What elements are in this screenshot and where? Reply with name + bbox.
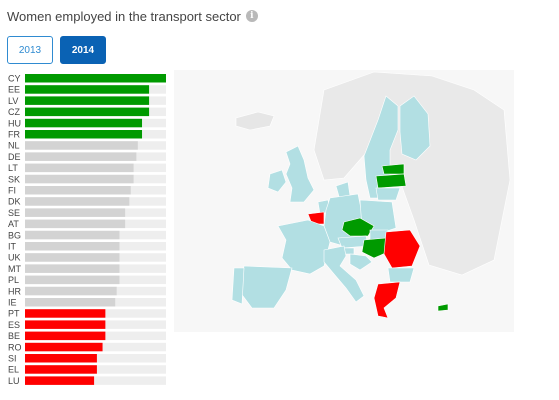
map-region-greece — [373, 281, 401, 319]
bar-label-cy: CY — [8, 74, 21, 84]
bar-label-dk: DK — [8, 197, 21, 207]
bar-at[interactable] — [25, 219, 126, 229]
chart-header: Women employed in the transport sector i — [7, 6, 258, 26]
bar-dk[interactable] — [25, 197, 130, 206]
tab-2014[interactable]: 2014 — [60, 36, 106, 64]
bar-cy[interactable] — [25, 74, 166, 83]
map-region-france — [277, 219, 331, 275]
map-region-croatia — [349, 253, 373, 271]
bar-label-it: IT — [8, 242, 17, 252]
map-region-portugal — [231, 267, 245, 305]
map-region-non-eu-north — [313, 71, 511, 276]
bar-label-nl: NL — [8, 141, 20, 151]
bar-lt[interactable] — [25, 163, 134, 173]
bar-label-ro: RO — [8, 342, 22, 352]
bar-pl[interactable] — [25, 275, 120, 285]
map-region-finland — [399, 95, 431, 161]
bar-label-fr: FR — [8, 130, 20, 140]
bar-hr[interactable] — [25, 286, 117, 296]
bar-se[interactable] — [25, 208, 126, 217]
map-region-ireland — [267, 169, 287, 193]
bar-label-uk: UK — [8, 253, 21, 263]
bar-label-sk: SK — [8, 174, 20, 184]
map-region-czech-republic — [341, 217, 375, 237]
bar-nl[interactable] — [25, 141, 138, 150]
bar-label-lv: LV — [8, 96, 18, 106]
bar-el[interactable] — [25, 365, 97, 374]
bar-label-se: SE — [8, 208, 20, 218]
bar-ie[interactable] — [25, 298, 116, 307]
bar-si[interactable] — [25, 354, 97, 363]
bar-label-si: SI — [8, 354, 17, 364]
bar-sk[interactable] — [25, 174, 134, 184]
map-region-bulgaria — [387, 267, 415, 283]
bar-track-lu — [25, 376, 166, 385]
bar-label-hu: HU — [8, 118, 21, 128]
bar-lv[interactable] — [25, 96, 150, 105]
bar-uk[interactable] — [25, 253, 120, 262]
bar-label-es: ES — [8, 320, 20, 330]
bar-ee[interactable] — [25, 85, 150, 94]
tab-2013[interactable]: 2013 — [7, 36, 53, 64]
bar-label-at: AT — [8, 219, 19, 229]
bar-ro[interactable] — [25, 342, 103, 352]
bar-bg[interactable] — [25, 230, 120, 240]
bar-label-ee: EE — [8, 85, 20, 95]
bar-label-hr: HR — [8, 286, 21, 296]
bar-hu[interactable] — [25, 118, 143, 128]
bar-cz[interactable] — [25, 107, 150, 117]
bar-label-be: BE — [8, 331, 20, 341]
map-region-estonia — [381, 163, 405, 175]
map-region-latvia — [375, 173, 407, 189]
bar-pt[interactable] — [25, 309, 106, 318]
bar-label-el: EL — [8, 365, 19, 375]
bar-label-ie: IE — [8, 298, 17, 308]
bar-label-mt: MT — [8, 264, 21, 274]
bar-label-lu: LU — [8, 376, 20, 386]
bar-it[interactable] — [25, 242, 120, 251]
map-region-iceland — [235, 111, 275, 131]
bar-lu[interactable] — [25, 376, 95, 385]
bar-label-cz: CZ — [8, 107, 20, 117]
bar-fr[interactable] — [25, 130, 143, 139]
chart-title: Women employed in the transport sector — [7, 8, 241, 24]
map-region-uk — [285, 145, 315, 203]
bar-label-lt: LT — [8, 163, 18, 173]
bar-label-pt: PT — [8, 309, 20, 319]
bar-es[interactable] — [25, 320, 106, 329]
map-region-hungary — [361, 237, 389, 259]
map-region-lithuania — [375, 187, 401, 201]
map-region-italy — [323, 245, 365, 303]
bar-de[interactable] — [25, 152, 137, 161]
year-tabs: 2013 2014 — [7, 36, 106, 64]
bar-fi[interactable] — [25, 186, 131, 195]
bar-be[interactable] — [25, 331, 106, 341]
info-icon[interactable]: i — [245, 10, 258, 22]
bar-label-pl: PL — [8, 275, 19, 285]
europe-map — [174, 70, 514, 332]
bar-label-de: DE — [8, 152, 21, 162]
bar-mt[interactable] — [25, 264, 120, 273]
map-region-cyprus — [437, 303, 449, 312]
map-region-romania — [383, 229, 421, 269]
bar-label-fi: FI — [8, 186, 16, 196]
bar-label-bg: BG — [8, 230, 21, 240]
